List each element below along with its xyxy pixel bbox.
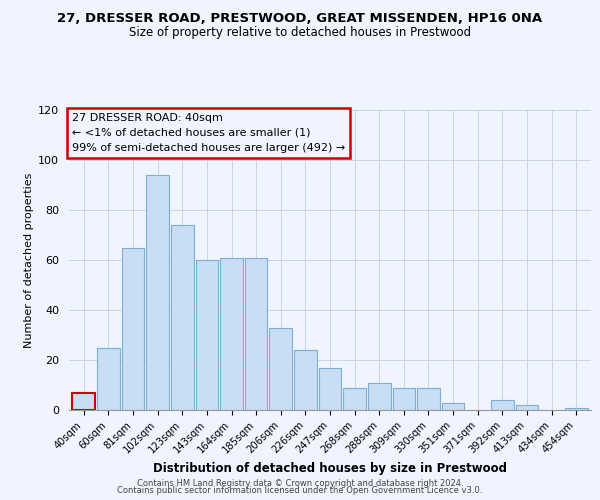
Bar (97, 348, 120, 410)
Text: 27, DRESSER ROAD, PRESTWOOD, GREAT MISSENDEN, HP16 0NA: 27, DRESSER ROAD, PRESTWOOD, GREAT MISSE… (58, 12, 542, 26)
Bar (343, 388, 366, 410)
Bar (220, 258, 243, 410)
Bar (392, 388, 415, 410)
Bar (515, 405, 538, 410)
Bar (73, 392, 95, 410)
Text: 27 DRESSER ROAD: 40sqm
← <1% of detached houses are smaller (1)
99% of semi-deta: 27 DRESSER ROAD: 40sqm ← <1% of detached… (71, 113, 345, 152)
Bar (294, 350, 317, 410)
Bar (442, 402, 464, 410)
Bar (565, 408, 587, 410)
X-axis label: Distribution of detached houses by size in Prestwood: Distribution of detached houses by size … (153, 462, 507, 475)
Bar (417, 388, 440, 410)
Bar (196, 260, 218, 410)
Text: Size of property relative to detached houses in Prestwood: Size of property relative to detached ho… (129, 26, 471, 39)
Bar (122, 248, 145, 410)
Bar (245, 258, 268, 410)
Text: Contains HM Land Registry data © Crown copyright and database right 2024.: Contains HM Land Registry data © Crown c… (137, 478, 463, 488)
Text: Contains public sector information licensed under the Open Government Licence v3: Contains public sector information licen… (118, 486, 482, 495)
Bar (171, 225, 194, 410)
Bar (269, 328, 292, 410)
Bar (146, 175, 169, 410)
Bar (319, 368, 341, 410)
Y-axis label: Number of detached properties: Number of detached properties (24, 172, 34, 348)
Bar (368, 382, 391, 410)
Bar (491, 400, 514, 410)
